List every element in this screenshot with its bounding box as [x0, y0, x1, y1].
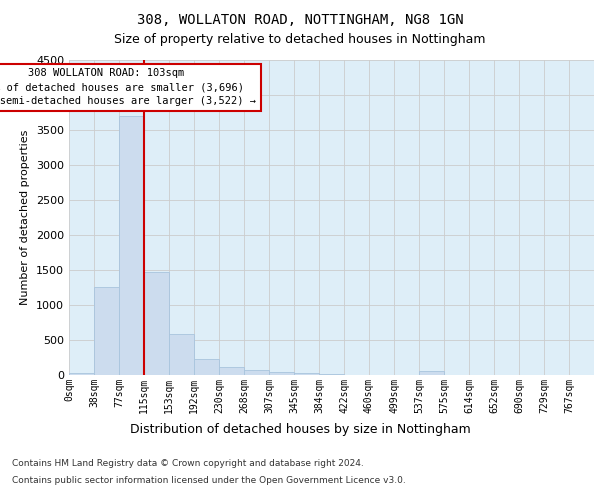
- Bar: [219, 368, 244, 375]
- Bar: [144, 272, 169, 375]
- Bar: [244, 370, 269, 375]
- Text: 308 WOLLATON ROAD: 103sqm
← 51% of detached houses are smaller (3,696)
48% of se: 308 WOLLATON ROAD: 103sqm ← 51% of detac…: [0, 68, 257, 106]
- Text: 308, WOLLATON ROAD, NOTTINGHAM, NG8 1GN: 308, WOLLATON ROAD, NOTTINGHAM, NG8 1GN: [137, 12, 463, 26]
- Y-axis label: Number of detached properties: Number of detached properties: [20, 130, 31, 305]
- Text: Distribution of detached houses by size in Nottingham: Distribution of detached houses by size …: [130, 422, 470, 436]
- Text: Size of property relative to detached houses in Nottingham: Size of property relative to detached ho…: [114, 32, 486, 46]
- Text: Contains HM Land Registry data © Crown copyright and database right 2024.: Contains HM Land Registry data © Crown c…: [12, 458, 364, 468]
- Bar: [119, 116, 144, 375]
- Bar: [419, 371, 444, 375]
- Bar: [194, 359, 219, 375]
- Bar: [69, 373, 94, 375]
- Bar: [294, 373, 319, 375]
- Text: Contains public sector information licensed under the Open Government Licence v3: Contains public sector information licen…: [12, 476, 406, 485]
- Bar: [94, 287, 119, 375]
- Bar: [269, 372, 294, 375]
- Bar: [169, 334, 194, 375]
- Bar: [319, 374, 344, 375]
